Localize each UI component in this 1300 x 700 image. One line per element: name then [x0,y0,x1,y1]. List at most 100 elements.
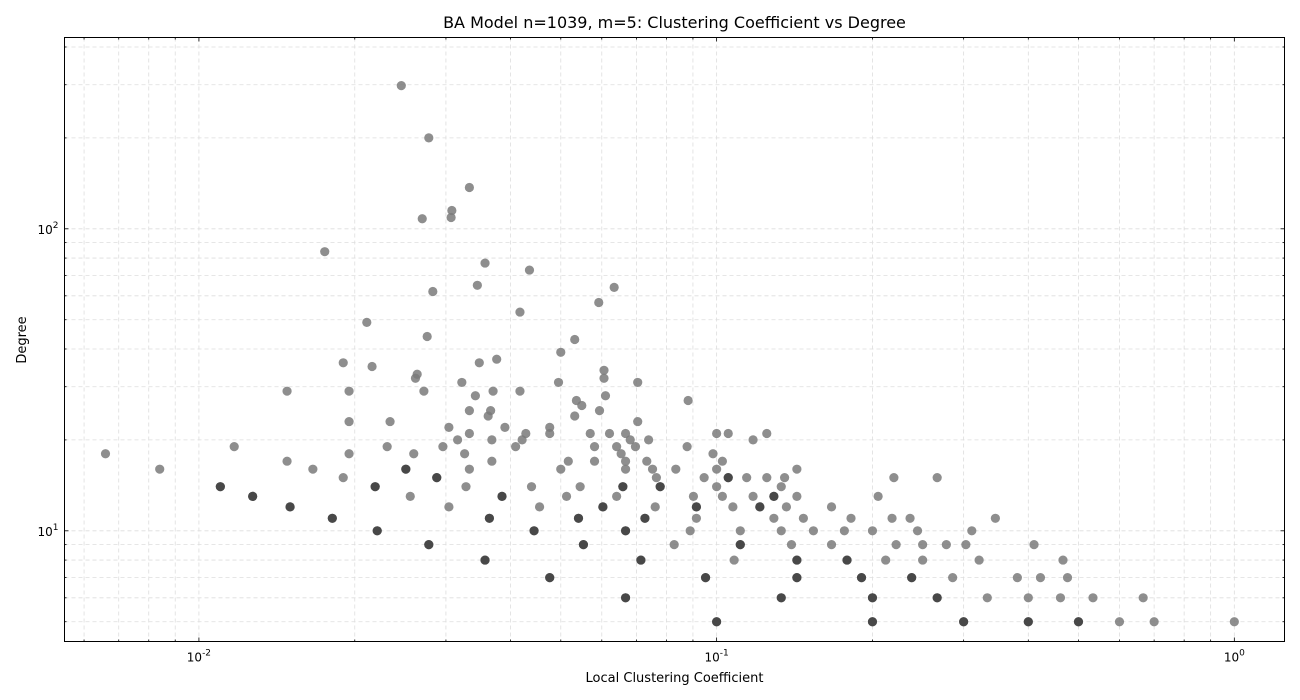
data-point [422,331,432,342]
data-point [839,526,849,536]
data-point [492,354,502,364]
data-point [405,491,415,501]
y-tick-label: 101 [37,523,58,539]
data-point [446,212,456,223]
data-point [959,617,969,627]
data-point [570,411,580,421]
data-point [464,406,474,416]
data-point [338,473,348,483]
data-point [688,491,699,501]
data-point [708,449,718,459]
data-point [444,422,454,432]
data-point [577,400,587,411]
data-point [1138,593,1148,603]
data-point [599,373,609,383]
data-point [712,428,722,439]
data-point [367,361,377,372]
data-point [370,482,380,492]
data-point [598,502,608,512]
data-point [625,435,635,445]
data-point [515,307,525,317]
data-point [842,555,852,565]
data-point [932,473,942,483]
data-point [438,442,448,452]
data-point [487,456,497,466]
data-point [685,526,695,536]
data-point [511,442,521,452]
data-point [712,482,722,492]
data-point [497,491,507,501]
data-point [470,391,480,401]
data-point [630,442,641,452]
data-point [620,593,631,603]
data-point [620,456,631,466]
data-point [748,435,758,445]
x-axis-label: Local Clustering Coefficient [586,671,764,686]
data-point [464,428,474,439]
data-point [573,513,584,523]
data-point [362,317,372,327]
data-point [461,482,471,492]
data-point [792,491,802,501]
data-point [521,428,531,439]
data-point [396,80,406,91]
data-point [755,502,765,512]
data-point [867,617,878,627]
data-point [320,247,330,257]
data-point [742,473,752,483]
data-point [1149,617,1159,627]
data-point [748,491,758,501]
ticks: 10-2 10-1 100 101 102 [37,37,1285,665]
data-point [589,456,600,466]
data-point [640,513,650,523]
data-point [912,526,923,536]
data-point [447,205,457,216]
data-point [792,464,802,474]
data-point [671,464,681,474]
plot-frame [64,37,1285,642]
data-point [644,435,654,445]
data-point [779,473,790,483]
data-point [464,464,474,474]
data-point [620,464,631,474]
data-point [1062,572,1073,583]
data-point [967,526,977,536]
data-point [487,435,497,445]
data-point [282,456,292,466]
data-point [460,449,470,459]
data-point [594,406,605,416]
data-point [308,464,318,474]
data-point [856,572,867,583]
data-point [575,482,585,492]
data-point [699,473,709,483]
data-point [867,593,878,603]
data-point [486,406,496,416]
data-point [729,555,739,565]
data-point [723,473,733,483]
data-point [683,395,693,406]
data-point [941,540,951,550]
data-point [669,540,679,550]
data-point [798,513,808,523]
data-point [651,473,661,483]
data-point [419,386,429,396]
data-point [974,555,984,565]
data-point [728,502,738,512]
data-point [570,334,580,345]
data-point [889,473,899,483]
data-point [372,526,382,536]
data-point [712,464,722,474]
data-point [881,555,891,565]
data-point [604,428,615,439]
data-point [344,416,354,427]
data-point [712,617,722,627]
data-point [1114,617,1125,627]
data-point [961,540,971,550]
data-point [887,513,897,523]
data-point [417,214,427,224]
data-point [762,473,772,483]
data-point [612,442,622,452]
data-point [1058,555,1068,565]
data-point [432,473,442,483]
data-point [781,502,792,512]
